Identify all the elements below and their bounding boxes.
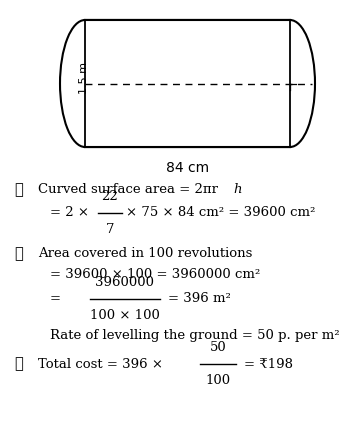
Text: 1.5 m: 1.5 m: [79, 63, 89, 94]
Text: h: h: [233, 183, 241, 196]
Text: ∴: ∴: [14, 183, 23, 197]
Bar: [85, 20, 290, 147]
Text: = ₹198: = ₹198: [244, 357, 293, 371]
Text: 50: 50: [210, 341, 226, 354]
Text: Area covered in 100 revolutions: Area covered in 100 revolutions: [38, 247, 252, 260]
Text: Rate of levelling the ground = 50 p. per m²: Rate of levelling the ground = 50 p. per…: [50, 329, 340, 342]
Text: Total cost = 396 ×: Total cost = 396 ×: [38, 357, 163, 371]
Text: = 396 m²: = 396 m²: [168, 293, 231, 305]
Text: 100 × 100: 100 × 100: [90, 309, 160, 322]
Text: =: =: [50, 293, 61, 305]
Text: 7: 7: [106, 223, 114, 236]
Text: Curved surface area = 2πr: Curved surface area = 2πr: [38, 183, 218, 196]
Text: 3960000: 3960000: [96, 276, 155, 289]
Text: = 39600 × 100 = 3960000 cm²: = 39600 × 100 = 3960000 cm²: [50, 268, 260, 281]
Text: 100: 100: [206, 374, 231, 387]
Text: 22: 22: [102, 190, 118, 203]
Text: = 2 ×: = 2 ×: [50, 206, 89, 220]
Text: ∴: ∴: [14, 357, 23, 371]
Text: × 75 × 84 cm² = 39600 cm²: × 75 × 84 cm² = 39600 cm²: [126, 206, 315, 220]
Bar: [85, 20, 290, 147]
Text: ∴: ∴: [14, 247, 23, 261]
Text: 84 cm: 84 cm: [166, 161, 209, 175]
